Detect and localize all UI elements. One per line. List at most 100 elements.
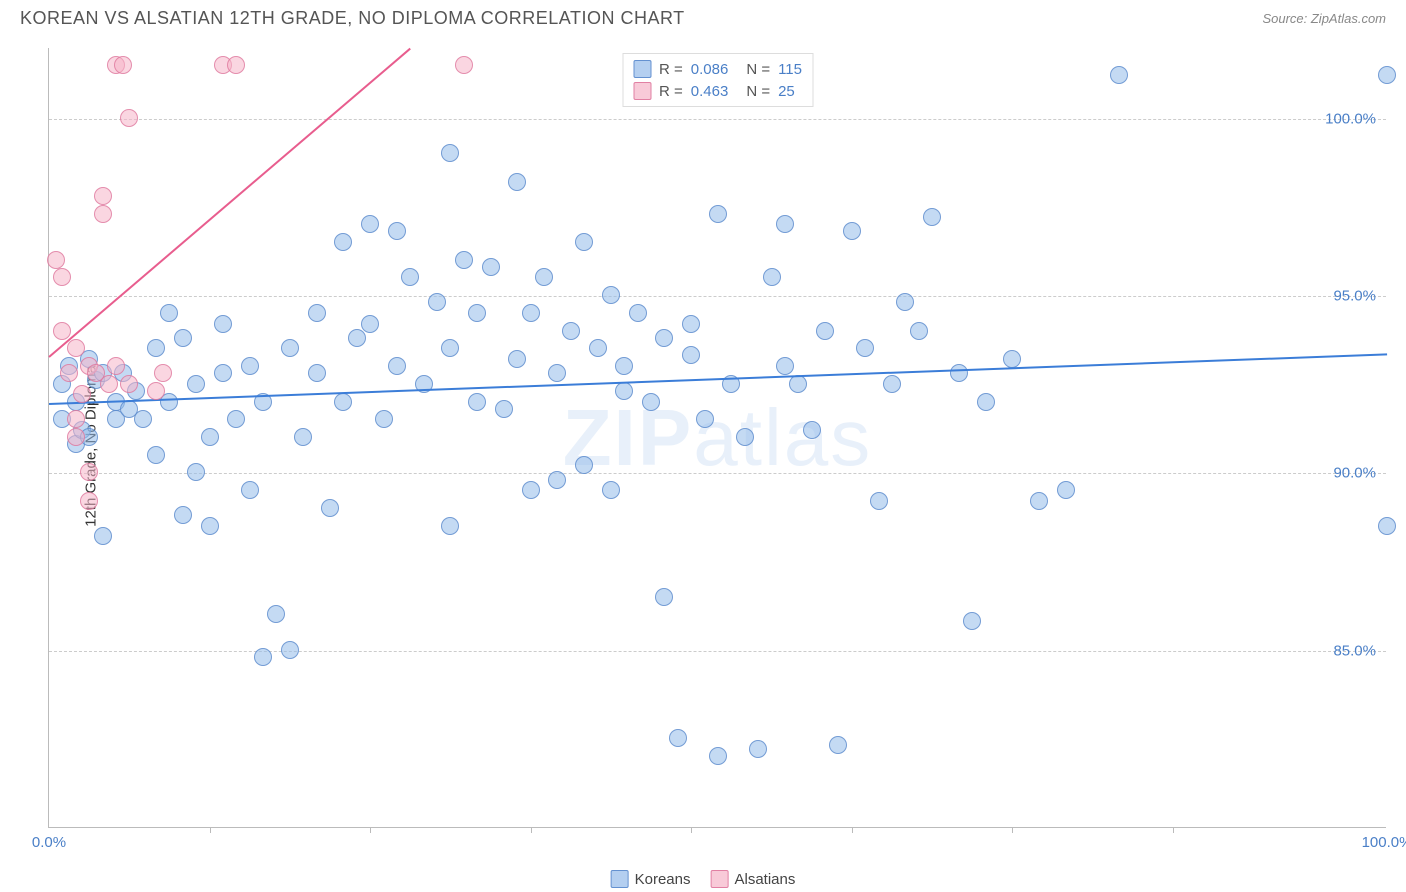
data-point <box>468 304 486 322</box>
legend-label: Koreans <box>635 871 691 888</box>
data-point <box>709 747 727 765</box>
grid-line <box>49 473 1386 474</box>
data-point <box>100 375 118 393</box>
source-attribution: Source: ZipAtlas.com <box>1262 11 1386 26</box>
data-point <box>575 233 593 251</box>
x-tick-minor <box>531 827 532 833</box>
n-label: N = <box>746 83 770 100</box>
data-point <box>154 364 172 382</box>
legend-swatch-blue <box>633 60 651 78</box>
data-point <box>455 251 473 269</box>
n-label: N = <box>746 61 770 78</box>
x-tick-minor <box>852 827 853 833</box>
data-point <box>843 222 861 240</box>
data-point <box>829 736 847 754</box>
data-point <box>602 481 620 499</box>
y-tick-label: 85.0% <box>1333 642 1376 659</box>
n-value: 25 <box>778 83 795 100</box>
data-point <box>428 293 446 311</box>
x-tick-label: 0.0% <box>32 834 66 851</box>
watermark-atlas: atlas <box>693 393 872 482</box>
data-point <box>950 364 968 382</box>
data-point <box>321 499 339 517</box>
data-point <box>388 357 406 375</box>
legend-item: Koreans <box>611 870 691 888</box>
data-point <box>401 268 419 286</box>
r-label: R = <box>659 83 683 100</box>
data-point <box>963 612 981 630</box>
x-tick-minor <box>210 827 211 833</box>
data-point <box>441 144 459 162</box>
data-point <box>60 364 78 382</box>
grid-line <box>49 651 1386 652</box>
data-point <box>187 463 205 481</box>
data-point <box>615 357 633 375</box>
data-point <box>548 364 566 382</box>
data-point <box>896 293 914 311</box>
r-label: R = <box>659 61 683 78</box>
data-point <box>1030 492 1048 510</box>
data-point <box>361 315 379 333</box>
data-point <box>361 215 379 233</box>
data-point <box>468 393 486 411</box>
data-point <box>803 421 821 439</box>
data-point <box>508 173 526 191</box>
data-point <box>736 428 754 446</box>
data-point <box>147 382 165 400</box>
data-point <box>1110 66 1128 84</box>
data-point <box>883 375 901 393</box>
x-tick-minor <box>691 827 692 833</box>
data-point <box>308 304 326 322</box>
data-point <box>174 329 192 347</box>
data-point <box>254 648 272 666</box>
data-point <box>80 492 98 510</box>
x-tick-minor <box>370 827 371 833</box>
data-point <box>696 410 714 428</box>
data-point <box>94 527 112 545</box>
plot-area: ZIPatlas R = 0.086 N = 115 R = 0.463 N =… <box>48 48 1386 828</box>
x-tick-minor <box>1012 827 1013 833</box>
data-point <box>602 286 620 304</box>
data-point <box>67 339 85 357</box>
legend-label: Alsatians <box>735 871 796 888</box>
data-point <box>682 315 700 333</box>
data-point <box>548 471 566 489</box>
data-point <box>682 346 700 364</box>
data-point <box>575 456 593 474</box>
data-point <box>294 428 312 446</box>
chart-header: KOREAN VS ALSATIAN 12TH GRADE, NO DIPLOM… <box>0 0 1406 39</box>
legend-swatch-pink <box>633 82 651 100</box>
legend-series: Koreans Alsatians <box>611 870 796 888</box>
data-point <box>455 56 473 74</box>
legend-item: Alsatians <box>711 870 796 888</box>
data-point <box>508 350 526 368</box>
data-point <box>120 109 138 127</box>
data-point <box>655 588 673 606</box>
data-point <box>441 517 459 535</box>
data-point <box>174 506 192 524</box>
data-point <box>522 304 540 322</box>
watermark: ZIPatlas <box>563 392 872 484</box>
x-tick-minor <box>1173 827 1174 833</box>
data-point <box>308 364 326 382</box>
data-point <box>147 339 165 357</box>
data-point <box>763 268 781 286</box>
data-point <box>789 375 807 393</box>
data-point <box>642 393 660 411</box>
r-value: 0.463 <box>691 83 729 100</box>
data-point <box>749 740 767 758</box>
data-point <box>214 364 232 382</box>
n-value: 115 <box>778 61 802 78</box>
data-point <box>120 375 138 393</box>
data-point <box>214 315 232 333</box>
legend-stats-row: R = 0.463 N = 25 <box>633 80 802 102</box>
data-point <box>856 339 874 357</box>
legend-swatch-blue <box>611 870 629 888</box>
data-point <box>47 251 65 269</box>
data-point <box>160 304 178 322</box>
data-point <box>655 329 673 347</box>
data-point <box>910 322 928 340</box>
data-point <box>334 393 352 411</box>
data-point <box>334 233 352 251</box>
data-point <box>870 492 888 510</box>
